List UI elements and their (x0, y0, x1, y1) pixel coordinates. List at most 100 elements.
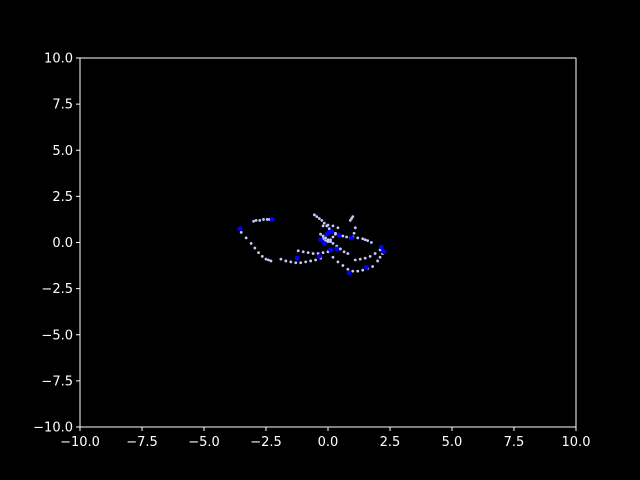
trail-point (351, 215, 355, 219)
trail-point (304, 260, 308, 264)
head-point (328, 247, 333, 253)
head-point (294, 255, 300, 261)
trail-point (315, 215, 319, 219)
head-point (316, 253, 322, 259)
trail-point (342, 250, 346, 254)
trail-point (368, 254, 372, 258)
trail-point (376, 259, 379, 263)
trail-point (363, 238, 367, 242)
y-tick-label: 5.0 (52, 144, 73, 159)
trail-point (356, 236, 360, 240)
trail-point (319, 232, 322, 236)
trail-point (264, 257, 268, 261)
head-point (364, 265, 369, 270)
head-point (346, 270, 352, 276)
head-point (237, 226, 243, 232)
trail-point (252, 219, 256, 223)
trail-point (336, 226, 340, 230)
trail-point (269, 259, 273, 263)
trail-point (326, 223, 330, 227)
trail-point (260, 254, 264, 258)
trail-point (265, 218, 269, 221)
x-tick-label: 0.0 (318, 435, 339, 450)
trail-point (254, 218, 258, 222)
x-tick-label: 7.5 (504, 435, 525, 450)
trail-point (327, 227, 331, 231)
trail-point (239, 230, 243, 234)
trail-point (371, 265, 375, 268)
head-point (329, 229, 335, 234)
trail-point (314, 258, 317, 262)
trail-point (363, 256, 367, 260)
trail-point (322, 221, 326, 225)
trail-point (345, 235, 348, 239)
trail-point (267, 258, 270, 262)
trail-point (262, 218, 265, 221)
head-point (381, 249, 387, 255)
trail-point (331, 235, 335, 239)
y-tick-label: −7.5 (41, 374, 73, 389)
trail-point (356, 269, 360, 273)
trail-point (312, 213, 316, 217)
trail-point (370, 241, 373, 244)
trail-point (346, 252, 350, 255)
trail-point (257, 251, 260, 255)
trail-point (253, 246, 257, 250)
trail-point (339, 247, 342, 251)
y-tick-label: 2.5 (52, 190, 73, 205)
trail-point (361, 268, 365, 272)
x-tick-label: 2.5 (380, 435, 401, 450)
trail-point (289, 260, 293, 264)
trail-point (299, 261, 303, 265)
trail-point (341, 234, 345, 238)
head-point (321, 241, 327, 246)
trail-point (306, 251, 310, 255)
y-tick-label: −5.0 (41, 328, 73, 343)
x-tick-label: −10.0 (60, 435, 100, 450)
trail-point (366, 239, 370, 243)
y-tick-label: −10.0 (33, 421, 73, 436)
trail-point (320, 218, 324, 222)
trail-point (352, 231, 356, 235)
trail-point (353, 258, 357, 262)
x-tick-label: −7.5 (126, 435, 158, 450)
trail-point (284, 259, 288, 263)
trail-point (331, 255, 335, 259)
x-tick-label: 5.0 (442, 435, 463, 450)
trail-point (353, 226, 357, 230)
head-point (378, 244, 384, 250)
trail-point (336, 260, 340, 264)
head-point (269, 217, 275, 222)
y-tick-label: 0.0 (52, 236, 73, 251)
head-point (318, 237, 323, 243)
head-point (334, 246, 340, 252)
trail-point (309, 259, 313, 263)
trail-point (311, 252, 315, 255)
trail-point (296, 249, 300, 253)
trail-point (331, 224, 335, 228)
trail-point (321, 234, 325, 238)
trail-point (321, 251, 325, 255)
head-point (349, 235, 354, 241)
head-point (336, 232, 342, 238)
trail-point (326, 238, 330, 242)
trail-point (334, 232, 337, 236)
trail-point (341, 264, 345, 267)
y-tick-label: 7.5 (52, 98, 73, 113)
trail-point (294, 261, 298, 265)
trail-point (244, 236, 248, 240)
head-points (237, 217, 387, 276)
trail-point (358, 257, 362, 261)
y-axis: 10.0 7.5 5.0 2.5 0.0 −2.5 −5.0 −7.5 −10.0 (33, 52, 80, 436)
trail-point (373, 252, 377, 255)
x-tick-label: −2.5 (250, 435, 282, 450)
trail-point (351, 269, 355, 273)
x-axis: −10.0 −7.5 −5.0 −2.5 0.0 2.5 5.0 7.5 10.0 (60, 427, 590, 450)
trail-point (321, 224, 325, 228)
trail-point (346, 267, 350, 271)
x-tick-label: −5.0 (188, 435, 220, 450)
trail-point (329, 240, 332, 243)
y-tick-label: −2.5 (41, 282, 73, 297)
trail-point (361, 237, 365, 241)
